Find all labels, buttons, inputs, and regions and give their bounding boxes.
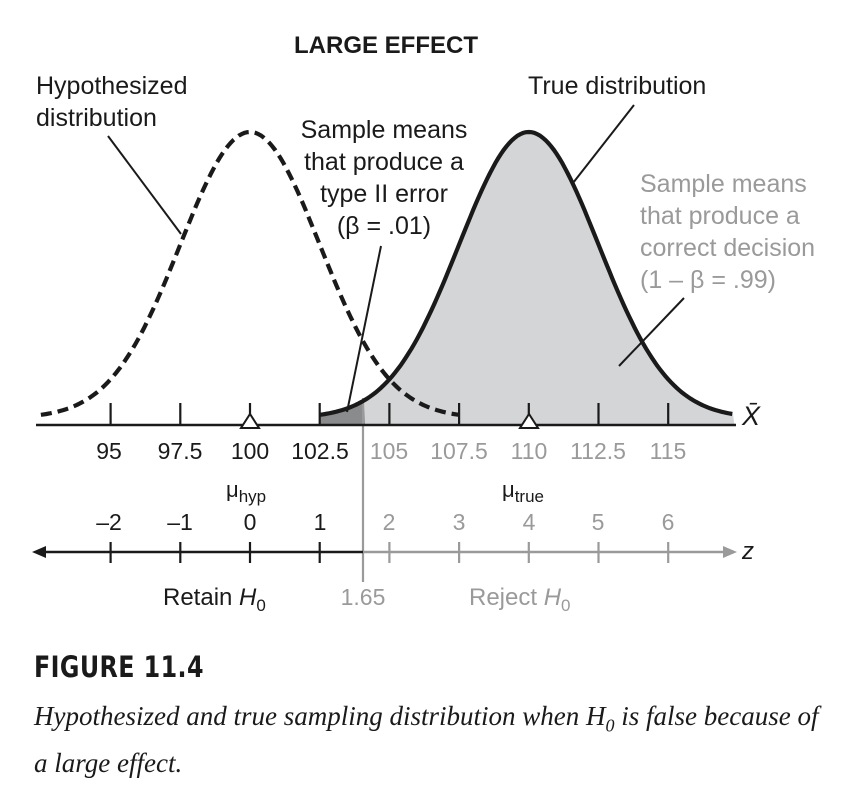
z-tick-label: –1 xyxy=(167,509,193,535)
mu-true-label: μtrue xyxy=(502,477,544,506)
z-axis-right-arrow-icon xyxy=(723,546,737,558)
hypothesized-label: Hypothesized distribution xyxy=(36,72,187,132)
figure-caption: Hypothesized and true sampling distribut… xyxy=(34,701,819,779)
true-distribution-leader-line xyxy=(572,104,635,184)
xbar-axis-ticks xyxy=(109,403,670,425)
x-tick-label: 112.5 xyxy=(570,438,626,464)
mu-true-marker-icon xyxy=(518,412,540,429)
retain-region-label: Retain H0 xyxy=(163,584,266,615)
z-tick-labels: –2 –1 0 1 2 3 4 5 6 xyxy=(96,509,674,535)
hypothesized-label-line: Hypothesized xyxy=(36,72,187,100)
z-tick-label: 4 xyxy=(523,509,536,535)
z-tick-label: 0 xyxy=(244,509,257,535)
x-tick-label: 100 xyxy=(231,438,269,464)
correct-decision-leader-line xyxy=(618,297,685,367)
type-2-error-label: Sample means that produce a type II erro… xyxy=(301,116,468,240)
z-tick-label: 2 xyxy=(383,509,396,535)
mu-hyp-label: μhyp xyxy=(226,477,266,506)
z-axis-ticks xyxy=(109,542,670,563)
z-tick-label: 1 xyxy=(314,509,327,535)
figure-title: LARGE EFFECT xyxy=(294,32,478,59)
x-tick-label: 97.5 xyxy=(158,438,203,464)
hypothesized-leader-line xyxy=(107,135,182,235)
correct-decision-label-line: Sample means xyxy=(640,170,807,198)
type-2-error-label-line: (β = .01) xyxy=(337,212,431,240)
correct-decision-label: Sample means that produce a correct deci… xyxy=(640,170,815,294)
x-tick-label: 102.5 xyxy=(291,438,349,464)
type-2-error-leader-line xyxy=(346,245,382,413)
mu-hyp-marker-icon xyxy=(239,412,261,429)
x-tick-label: 95 xyxy=(96,438,122,464)
correct-decision-region xyxy=(365,132,735,425)
type-2-error-label-line: type II error xyxy=(320,180,448,208)
reject-region-label: Reject H0 xyxy=(469,584,571,615)
correct-decision-label-line: correct decision xyxy=(640,234,815,262)
true-distribution-curve xyxy=(319,129,733,417)
diagram: X̄ 95 97.5 100 102.5 105 107.5 110 112.5… xyxy=(32,32,815,615)
correct-decision-label-line: (1 – β = .99) xyxy=(640,266,776,294)
figure-number: FIGURE 11.4 xyxy=(34,650,204,684)
x-tick-label: 107.5 xyxy=(430,438,488,464)
z-tick-label: 6 xyxy=(662,509,675,535)
type-2-error-label-line: Sample means xyxy=(301,116,468,144)
type-2-error-label-line: that produce a xyxy=(304,148,464,176)
x-tick-label: 110 xyxy=(511,438,548,464)
z-tick-label: –2 xyxy=(96,509,122,535)
x-tick-label: 115 xyxy=(650,438,687,464)
z-tick-label: 3 xyxy=(453,509,466,535)
critical-value-label: 1.65 xyxy=(341,584,386,610)
z-tick-label: 5 xyxy=(592,509,605,535)
correct-decision-label-line: that produce a xyxy=(640,202,800,230)
z-axis-label: z xyxy=(741,538,754,565)
xbar-tick-labels: 95 97.5 100 102.5 105 107.5 110 112.5 11… xyxy=(96,438,686,464)
true-distribution-label: True distribution xyxy=(528,72,706,100)
hypothesized-label-line: distribution xyxy=(36,104,157,132)
x-tick-label: 105 xyxy=(370,438,408,464)
xbar-axis-label: X̄ xyxy=(741,401,761,431)
z-axis-left-arrow-icon xyxy=(32,546,46,558)
